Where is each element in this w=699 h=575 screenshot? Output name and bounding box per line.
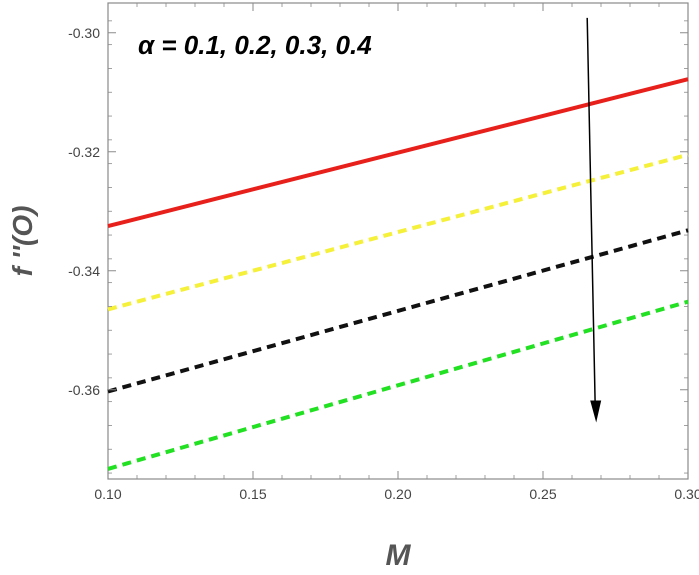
x-tick-label: 0.30: [674, 486, 699, 502]
series-line-2: [107, 152, 689, 312]
y-tick-label: -0.30: [68, 25, 100, 41]
y-tick-label: -0.36: [68, 382, 100, 398]
arrow-shaft: [586, 17, 596, 407]
series-line-1: [107, 77, 689, 229]
arrow-head: [590, 400, 602, 423]
y-tick-label: -0.34: [68, 263, 100, 279]
plot-frame: [107, 2, 689, 480]
y-axis-label: f ''(O): [7, 206, 38, 277]
series-layer: [107, 77, 689, 471]
arrow-layer: [586, 17, 602, 423]
y-tick-label: -0.32: [68, 144, 100, 160]
series-line-4: [107, 299, 689, 471]
series-line-3: [107, 228, 689, 394]
ticks-layer: 0.10 0.15 0.20 0.25 0.30 -0.30 -0.32 -0.34 -0.36: [68, 3, 699, 502]
x-tick-label: 0.20: [384, 486, 411, 502]
x-tick-label: 0.25: [529, 486, 556, 502]
annotation-text: α = 0.1, 0.2, 0.3, 0.4: [138, 30, 372, 60]
x-axis-label: M: [386, 539, 412, 572]
x-tick-label: 0.10: [94, 486, 121, 502]
x-tick-label: 0.15: [239, 486, 266, 502]
